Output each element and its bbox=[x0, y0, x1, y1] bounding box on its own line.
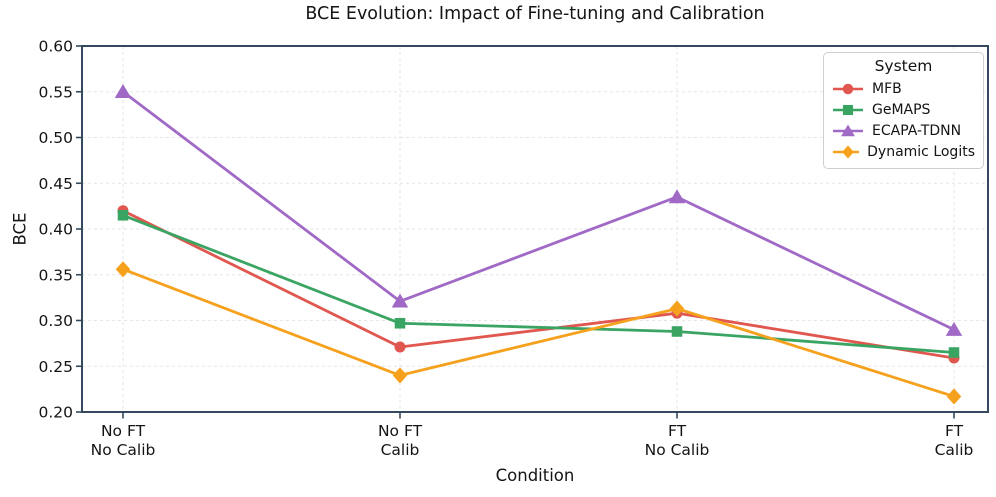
y-tick-label: 0.25 bbox=[38, 358, 73, 376]
y-tick-label: 0.20 bbox=[38, 404, 73, 422]
data-point-marker-diamond bbox=[946, 388, 962, 405]
legend-item-label: MFB bbox=[872, 80, 902, 97]
triangle-marker-icon bbox=[833, 123, 863, 136]
x-tick-label: Calib bbox=[935, 441, 974, 459]
data-point-marker-triangle bbox=[945, 321, 963, 336]
legend-item-dynamic-logits: Dynamic Logits bbox=[832, 141, 975, 162]
series-line-dynamic-logits bbox=[122, 267, 955, 398]
y-tick-label: 0.55 bbox=[38, 83, 73, 101]
legend-item-ecapa-tdnn: ECAPA-TDNN bbox=[832, 120, 975, 141]
data-point-marker-square bbox=[948, 347, 960, 358]
data-point-marker-triangle bbox=[114, 84, 132, 98]
x-tick-label: No Calib bbox=[91, 441, 156, 459]
x-tick-label: FT bbox=[668, 422, 687, 440]
legend-circle-marker bbox=[842, 83, 854, 94]
x-tick-label: No Calib bbox=[645, 441, 710, 459]
series-line-gemaps bbox=[122, 213, 955, 354]
axes-spines bbox=[81, 45, 989, 413]
y-tick-label: 0.35 bbox=[38, 266, 73, 284]
legend-items: MFB GeMAPS ECAPA-TDNN Dynamic Logits bbox=[832, 78, 975, 162]
data-point-marker-square bbox=[671, 326, 683, 337]
chart-title: BCE Evolution: Impact of Fine-tuning and… bbox=[305, 4, 765, 24]
legend-item-label: ECAPA-TDNN bbox=[872, 122, 962, 139]
x-tick-label: FT bbox=[945, 422, 964, 440]
legend-square-marker bbox=[842, 104, 854, 115]
data-point-marker-triangle bbox=[668, 189, 686, 204]
x-tick-label: Calib bbox=[381, 441, 420, 459]
diamond-marker-icon bbox=[833, 144, 860, 159]
y-tick-label: 0.45 bbox=[38, 175, 73, 193]
legend-item-gemaps: GeMAPS bbox=[832, 99, 975, 120]
y-axis-label: BCE bbox=[10, 212, 30, 246]
square-marker-icon bbox=[833, 104, 863, 115]
y-tick-label: 0.40 bbox=[38, 221, 73, 239]
x-tick-label: No FT bbox=[378, 422, 423, 440]
y-tick-label: 0.30 bbox=[38, 312, 73, 330]
data-point-marker-square bbox=[394, 317, 406, 329]
legend-diamond-marker bbox=[842, 144, 854, 159]
y-tick-label: 0.60 bbox=[38, 38, 73, 56]
series-line-mfb bbox=[122, 209, 955, 360]
circle-marker-icon bbox=[833, 83, 863, 94]
legend-item-label: GeMAPS bbox=[872, 101, 931, 118]
data-point-marker-diamond bbox=[669, 300, 685, 317]
x-tick-label: No FT bbox=[101, 422, 146, 440]
legend-triangle-marker bbox=[841, 123, 855, 136]
legend-item-mfb: MFB bbox=[832, 78, 975, 99]
legend-item-label: Dynamic Logits bbox=[867, 143, 975, 160]
x-axis-label: Condition bbox=[495, 466, 575, 485]
data-point-marker-diamond bbox=[115, 261, 131, 278]
legend: System MFB GeMAPS ECAPA-TDNN Dynamic Logits bbox=[823, 52, 984, 169]
series-line-ecapa-tdnn bbox=[122, 90, 955, 331]
data-point-marker-circle bbox=[394, 341, 406, 353]
data-point-marker-triangle bbox=[391, 293, 409, 308]
legend-title: System bbox=[874, 57, 933, 75]
data-point-marker-diamond bbox=[392, 367, 408, 384]
data-point-marker-square bbox=[117, 209, 129, 221]
y-tick-label: 0.50 bbox=[38, 129, 73, 147]
